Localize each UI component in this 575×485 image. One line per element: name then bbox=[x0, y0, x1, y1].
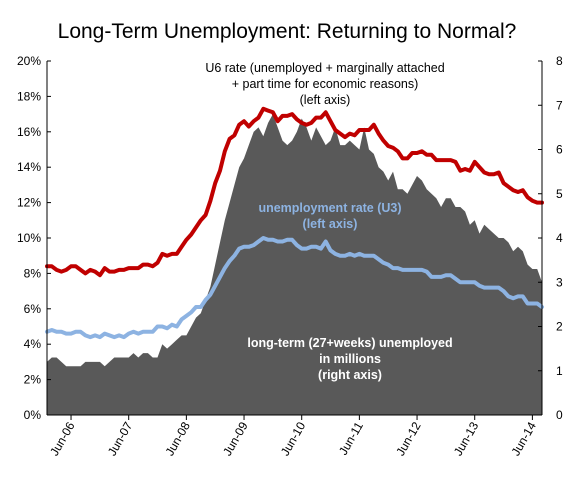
left-axis-tick-label: 2% bbox=[24, 373, 42, 387]
u3-rate-line bbox=[45, 236, 544, 340]
u3-rate-label: unemployment rate (U3) bbox=[258, 201, 401, 215]
left-axis-tick-label: 10% bbox=[17, 231, 41, 245]
u6-rate-label: (left axis) bbox=[300, 93, 351, 107]
right-axis-tick-label: 5 bbox=[556, 187, 563, 201]
x-axis-tick-label: Jun-10 bbox=[278, 419, 309, 458]
x-axis-tick-label: Jun-06 bbox=[47, 419, 78, 458]
left-axis-tick-label: 16% bbox=[17, 125, 41, 139]
left-axis-tick-label: 8% bbox=[24, 266, 42, 280]
right-axis-tick-label: 6 bbox=[556, 143, 563, 157]
long-term-unemployed-label: long-term (27+weeks) unemployed bbox=[247, 336, 452, 350]
right-axis-tick-label: 1 bbox=[556, 364, 563, 378]
u6-rate-label: U6 rate (unemployed + marginally attache… bbox=[205, 61, 444, 75]
left-axis-tick-label: 18% bbox=[17, 89, 41, 103]
right-axis-tick-label: 8 bbox=[556, 54, 563, 68]
long-term-unemployed-area bbox=[47, 114, 542, 415]
x-axis-tick-label: Jun-11 bbox=[336, 419, 366, 457]
x-axis-tick-label: Jun-14 bbox=[509, 419, 540, 458]
x-axis-tick-label: Jun-12 bbox=[393, 419, 424, 458]
left-axis-tick-label: 20% bbox=[17, 54, 41, 68]
x-axis-tick-label: Jun-13 bbox=[451, 419, 482, 458]
u3-rate-label: (left axis) bbox=[303, 217, 358, 231]
right-axis-tick-label: 7 bbox=[556, 98, 563, 112]
right-axis-tick-label: 0 bbox=[556, 408, 563, 422]
left-axis-tick-label: 12% bbox=[17, 196, 41, 210]
left-axis-tick-label: 14% bbox=[17, 160, 41, 174]
right-axis-tick-label: 3 bbox=[556, 275, 563, 289]
right-axis-tick-label: 4 bbox=[556, 231, 563, 245]
long-term-unemployed-label: in millions bbox=[319, 352, 381, 366]
x-axis-tick-label: Jun-08 bbox=[162, 419, 193, 458]
right-axis-tick-label: 2 bbox=[556, 320, 563, 334]
left-axis-tick-label: 6% bbox=[24, 302, 42, 316]
left-axis-tick-label: 4% bbox=[24, 337, 42, 351]
x-axis-tick-label: Jun-09 bbox=[220, 419, 251, 458]
x-axis-tick-label: Jun-07 bbox=[105, 419, 136, 458]
left-axis-tick-label: 0% bbox=[24, 408, 42, 422]
u6-rate-line bbox=[45, 106, 544, 278]
chart-title: Long-Term Unemployment: Returning to Nor… bbox=[58, 20, 517, 43]
long-term-unemployed-label: (right axis) bbox=[318, 368, 382, 382]
u6-rate-label: + part time for economic reasons) bbox=[232, 77, 419, 91]
